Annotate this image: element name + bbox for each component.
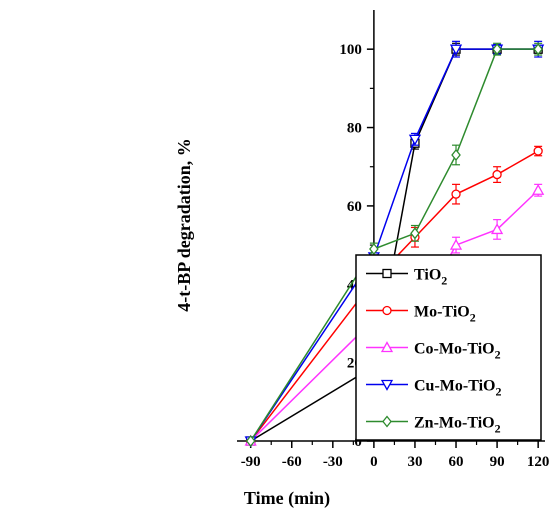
legend-swatch-marker [380, 379, 394, 391]
x-tick-label: -30 [323, 454, 343, 470]
legend-item: Cu-Mo-TiO2 [366, 378, 501, 399]
legend-label: Cu-Mo-TiO2 [414, 378, 501, 399]
data-point [451, 189, 461, 199]
legend-label: Mo-TiO2 [414, 304, 476, 325]
legend-label: TiO2 [414, 267, 447, 288]
legend-swatch-marker [382, 268, 392, 279]
legend-swatch-marker [380, 341, 394, 353]
data-point [490, 223, 504, 235]
legend-item: TiO2 [366, 267, 447, 288]
data-point [492, 169, 502, 180]
x-tick-label: 90 [490, 454, 505, 470]
series-line [250, 150, 539, 442]
y-axis-label: 4-t-BP degradation, % [174, 138, 194, 312]
legend-swatch-marker [382, 415, 392, 428]
series-line [250, 48, 539, 442]
x-axis-label: Time (min) [244, 488, 330, 509]
data-point [533, 43, 543, 56]
data-point [410, 227, 420, 240]
legend-item: Co-Mo-TiO2 [366, 341, 501, 362]
legend-label: Zn-Mo-TiO2 [414, 415, 501, 436]
legend: TiO2 Mo-TiO2 Co-Mo-TiO2 Cu-Mo-TiO2 Zn-Mo-TiO… [355, 254, 542, 441]
x-tick-label: 60 [449, 454, 464, 470]
legend-swatch-marker [382, 305, 392, 316]
legend-item: Zn-Mo-TiO2 [366, 415, 501, 436]
data-point [533, 146, 543, 156]
y-tick-label: 0 [354, 434, 362, 450]
x-tick-label: 120 [527, 454, 550, 470]
data-point [449, 238, 463, 250]
data-point [451, 148, 461, 162]
data-point [449, 44, 463, 56]
data-point [245, 434, 256, 448]
data-point [532, 183, 545, 195]
data-point [492, 43, 502, 56]
y-tick-label: 60 [347, 199, 362, 215]
x-tick-label: -60 [282, 454, 302, 470]
legend-item: Mo-TiO2 [366, 304, 476, 325]
y-tick-label: 100 [339, 42, 362, 58]
data-point [408, 134, 422, 146]
x-tick-label: 30 [407, 454, 422, 470]
x-tick-label: -90 [241, 454, 261, 470]
y-tick-label: 80 [347, 121, 362, 137]
data-point [369, 242, 379, 256]
legend-label: Co-Mo-TiO2 [414, 341, 501, 362]
x-tick-label: 0 [370, 454, 378, 470]
